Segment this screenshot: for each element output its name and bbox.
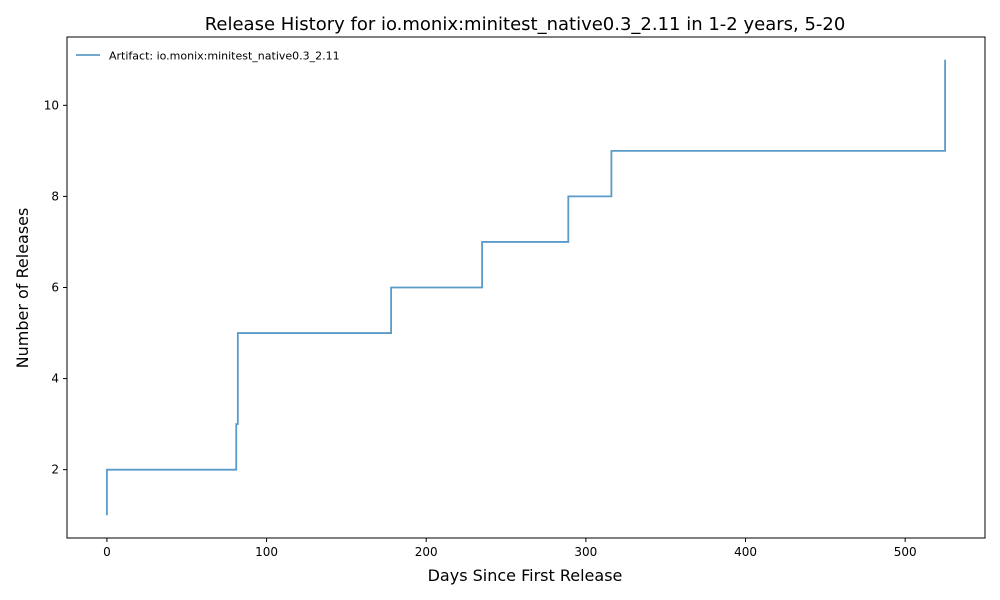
x-tick-label: 300 <box>574 545 597 559</box>
legend: Artifact: io.monix:minitest_native0.3_2.… <box>76 50 340 63</box>
x-tick-label: 500 <box>894 545 917 559</box>
y-tick-label: 2 <box>51 463 59 477</box>
x-tick-label: 200 <box>415 545 438 559</box>
y-axis-ticks: 2 4 6 8 10 <box>44 98 67 477</box>
y-tick-label: 10 <box>44 98 59 112</box>
x-axis-ticks: 0 100 200 300 400 500 <box>103 538 917 559</box>
y-axis-label: Number of Releases <box>13 208 32 369</box>
plot-marks <box>106 59 946 516</box>
plot-frame <box>66 36 986 539</box>
y-tick-label: 4 <box>51 372 59 386</box>
chart-title: Release History for io.monix:minitest_na… <box>205 14 846 35</box>
x-axis-label: Days Since First Release <box>428 566 623 585</box>
y-tick-label: 8 <box>51 189 59 203</box>
x-tick-label: 400 <box>734 545 757 559</box>
x-tick-label: 100 <box>255 545 278 559</box>
legend-label: Artifact: io.monix:minitest_native0.3_2.… <box>109 50 340 63</box>
y-tick-label: 6 <box>51 281 59 295</box>
series-step-line <box>106 59 946 516</box>
x-tick-label: 0 <box>103 545 111 559</box>
